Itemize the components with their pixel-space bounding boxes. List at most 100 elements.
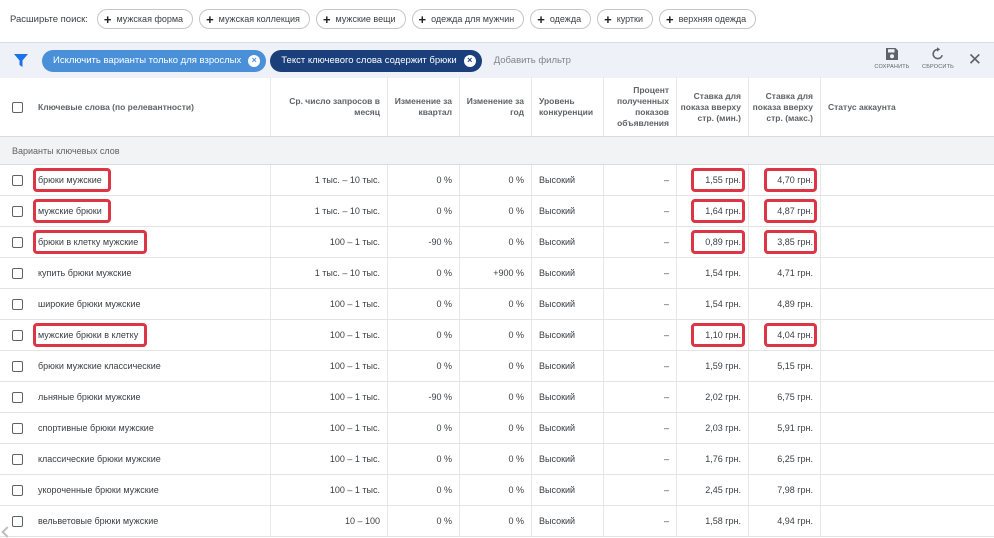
expand-chip-label: одежда для мужчин: [431, 14, 515, 24]
cell-quarter-change: -90 %: [388, 227, 460, 257]
expand-search-label: Расширьте поиск:: [10, 13, 88, 25]
cell-bid-high: 6,25 грн.: [749, 444, 821, 474]
expand-chip[interactable]: + верхняя одежда: [659, 9, 757, 29]
expand-chip[interactable]: + мужская коллекция: [199, 9, 310, 29]
row-checkbox[interactable]: [11, 391, 23, 403]
cell-competition: Высокий: [532, 165, 604, 195]
col-searches[interactable]: Ср. число запросов в месяц: [271, 78, 388, 136]
cell-year-change: 0 %: [460, 227, 532, 257]
cell-searches: 100 – 1 тыс.: [271, 289, 388, 319]
expand-search-bar: Расширьте поиск: + мужская форма + мужская …: [0, 0, 994, 38]
cell-competition: Высокий: [532, 258, 604, 288]
table-row[interactable]: мужские брюки в клетку 100 – 1 тыс. 0 % 0 %…: [0, 320, 994, 351]
remove-filter-icon[interactable]: ×: [248, 54, 261, 67]
expand-chip[interactable]: + мужская форма: [96, 9, 194, 29]
expand-chip-label: одежда: [549, 14, 582, 24]
table-row[interactable]: спортивные брюки мужские 100 – 1 тыс. 0 % 0…: [0, 413, 994, 444]
cell-searches: 100 – 1 тыс.: [271, 227, 388, 257]
table-row[interactable]: купить брюки мужские 1 тыс. – 10 тыс. 0 % +…: [0, 258, 994, 289]
reset-button[interactable]: СБРОСИТЬ: [916, 47, 960, 79]
filter-icon[interactable]: [0, 43, 42, 79]
cell-searches: 100 – 1 тыс.: [271, 320, 388, 350]
cell-year-change: 0 %: [460, 506, 532, 536]
cell-quarter-change: 0 %: [388, 196, 460, 226]
cell-year-change: 0 %: [460, 320, 532, 350]
cell-account-status: [821, 289, 994, 319]
cell-account-status: [821, 165, 994, 195]
cell-keyword: классические брюки мужские: [31, 444, 271, 474]
col-keyword[interactable]: Ключевые слова (по релевантности): [31, 78, 271, 136]
add-filter-button[interactable]: Добавить фильтр: [493, 55, 571, 66]
col-bid-high[interactable]: Ставка для показа вверху стр. (макс.): [749, 78, 821, 136]
cell-bid-low: 1,59 грн.: [677, 351, 749, 381]
cell-impression-share: –: [604, 351, 677, 381]
table-row[interactable]: классические брюки мужские 100 – 1 тыс. 0 …: [0, 444, 994, 475]
close-icon[interactable]: ✕: [967, 50, 982, 69]
col-year-change[interactable]: Изменение за год: [460, 78, 532, 136]
col-impression-share[interactable]: Процент полученных показов объявления: [604, 78, 677, 136]
row-checkbox[interactable]: [11, 298, 23, 310]
row-checkbox[interactable]: [11, 174, 23, 186]
cell-competition: Высокий: [532, 289, 604, 319]
row-checkbox-cell: [0, 413, 34, 443]
expand-chip[interactable]: + куртки: [597, 9, 654, 29]
cell-impression-share: –: [604, 382, 677, 412]
expand-chip[interactable]: + одежда для мужчин: [411, 9, 525, 29]
row-checkbox[interactable]: [11, 453, 23, 465]
row-checkbox[interactable]: [11, 422, 23, 434]
row-checkbox[interactable]: [11, 484, 23, 496]
row-checkbox-cell: [0, 165, 34, 195]
cell-competition: Высокий: [532, 382, 604, 412]
table-body: брюки мужские 1 тыс. – 10 тыс. 0 % 0 % Высок…: [0, 165, 994, 537]
cell-bid-low: 1,54 грн.: [677, 289, 749, 319]
expand-chip-list: + мужская форма + мужская коллекция + мужские…: [96, 9, 762, 29]
row-checkbox[interactable]: [11, 515, 23, 527]
remove-filter-icon[interactable]: ×: [463, 54, 476, 67]
col-bid-low[interactable]: Ставка для показа вверху стр. (мин.): [677, 78, 749, 136]
col-account-status[interactable]: Статус аккаунта: [828, 102, 896, 112]
table-row[interactable]: мужские брюки 1 тыс. – 10 тыс. 0 % 0 % Высок…: [0, 196, 994, 227]
cell-bid-high: 4,87 грн.: [749, 196, 821, 226]
row-checkbox[interactable]: [11, 205, 23, 217]
cell-impression-share: –: [604, 196, 677, 226]
cell-keyword: вельветовые брюки мужские: [31, 506, 271, 536]
cell-quarter-change: -90 %: [388, 382, 460, 412]
table-row[interactable]: льняные брюки мужские 100 – 1 тыс. -90 % 0 …: [0, 382, 994, 413]
select-all-checkbox[interactable]: [11, 101, 23, 113]
col-quarter-change[interactable]: Изменение за квартал: [388, 78, 460, 136]
row-checkbox[interactable]: [11, 267, 23, 279]
expand-chip[interactable]: + одежда: [530, 9, 592, 29]
cell-keyword: широкие брюки мужские: [31, 289, 271, 319]
table-row[interactable]: вельветовые брюки мужские 10 – 100 0 % 0 % В…: [0, 506, 994, 537]
plus-icon: +: [103, 11, 112, 27]
filter-chip-adult-exclude[interactable]: Исключить варианты только для взрослых ×: [42, 49, 267, 72]
cell-competition: Высокий: [532, 444, 604, 474]
row-checkbox-cell: [0, 258, 34, 288]
cell-year-change: 0 %: [460, 444, 532, 474]
plus-icon: +: [537, 11, 545, 27]
cell-bid-low: 1,64 грн.: [677, 196, 749, 226]
col-competition[interactable]: Уровень конкуренции: [532, 78, 604, 136]
table-row[interactable]: брюки мужские 1 тыс. – 10 тыс. 0 % 0 % Высок…: [0, 165, 994, 196]
table-row[interactable]: укороченные брюки мужские 100 – 1 тыс. 0 %…: [0, 475, 994, 506]
cell-year-change: 0 %: [460, 289, 532, 319]
cell-bid-low: 1,54 грн.: [677, 258, 749, 288]
table-row[interactable]: брюки в клетку мужские 100 – 1 тыс. -90 % 0…: [0, 227, 994, 258]
row-checkbox[interactable]: [11, 329, 23, 341]
cell-account-status: [821, 413, 994, 443]
table-row[interactable]: широкие брюки мужские 100 – 1 тыс. 0 % 0 % В…: [0, 289, 994, 320]
cell-keyword: брюки в клетку мужские: [31, 227, 271, 257]
expand-chip[interactable]: + мужские вещи: [315, 9, 406, 29]
row-checkbox-cell: [0, 444, 34, 474]
table-row[interactable]: брюки мужские классические 100 – 1 тыс. 0 …: [0, 351, 994, 382]
plus-icon: +: [206, 11, 214, 27]
cell-quarter-change: 0 %: [388, 475, 460, 505]
row-checkbox[interactable]: [11, 236, 23, 248]
cell-searches: 1 тыс. – 10 тыс.: [271, 196, 388, 226]
filter-chip-keyword-contains[interactable]: Текст ключевого слова содержит брюки ×: [270, 49, 482, 72]
save-button[interactable]: СОХРАНИТЬ: [870, 47, 914, 79]
row-checkbox[interactable]: [11, 360, 23, 372]
cell-keyword: укороченные брюки мужские: [31, 475, 271, 505]
cell-keyword: брюки мужские классические: [31, 351, 271, 381]
row-checkbox-cell: [0, 320, 34, 350]
